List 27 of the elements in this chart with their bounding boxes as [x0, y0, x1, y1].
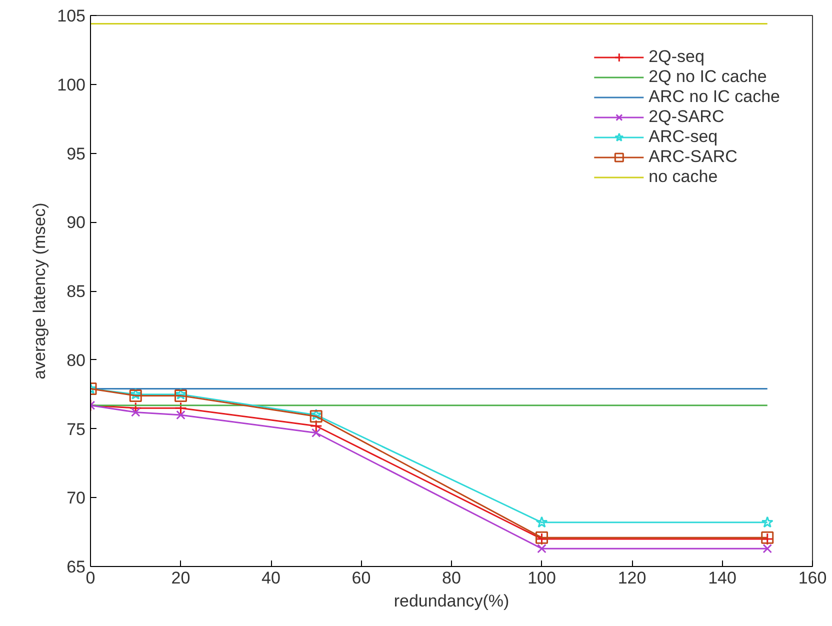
x-tick-label: 140 — [708, 568, 736, 588]
y-tick-label: 105 — [57, 6, 86, 26]
x-tick-label: 0 — [86, 568, 96, 588]
legend-label: 2Q-SARC — [648, 107, 724, 127]
x-tick-label: 120 — [618, 568, 646, 588]
legend-label: no cache — [648, 167, 718, 187]
x-tick-label: 40 — [262, 568, 280, 588]
y-tick-label: 95 — [66, 144, 86, 164]
legend-label: ARC no IC cache — [648, 87, 780, 107]
x-axis-title: redundancy(%) — [394, 592, 510, 610]
y-tick-label: 80 — [66, 350, 86, 370]
legend-label: 2Q-seq — [648, 47, 704, 67]
x-tick-label: 100 — [528, 568, 556, 588]
y-tick-label: 85 — [66, 282, 86, 301]
y-tick-label: 75 — [66, 420, 86, 439]
y-tick-label: 90 — [66, 213, 86, 232]
x-tick-label: 160 — [798, 568, 827, 588]
y-tick-label: 100 — [57, 75, 86, 94]
legend-label: 2Q no IC cache — [648, 67, 767, 87]
x-tick-label: 60 — [352, 568, 371, 588]
legend-label: ARC-SARC — [648, 147, 738, 167]
x-tick-label: 80 — [442, 568, 461, 588]
y-tick-label: 70 — [66, 488, 86, 508]
y-tick-label: 65 — [66, 558, 86, 576]
legend-label: ARC-seq — [648, 127, 718, 147]
y-axis-title: average latency (msec) — [30, 202, 50, 380]
x-tick-label: 20 — [171, 568, 190, 588]
